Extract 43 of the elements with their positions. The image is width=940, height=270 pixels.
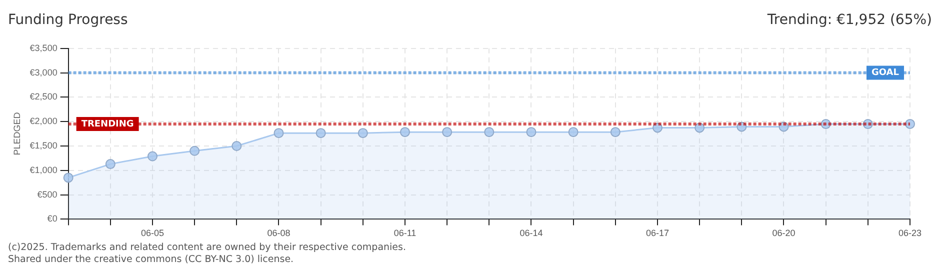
- text: (c)2025. Trademarks and related content are owned by their respective companies.: [8, 242, 407, 254]
- x-tick-label: 06-05: [140, 228, 164, 238]
- y-tick-label: €3,500: [30, 42, 58, 53]
- point: [358, 128, 368, 138]
- x-tick-label: 06-17: [646, 228, 670, 238]
- ref-line-label: GOAL: [872, 68, 900, 78]
- point: [568, 127, 578, 138]
- point: [400, 127, 410, 138]
- point: [442, 127, 452, 138]
- x-tick-label: 06-11: [394, 228, 416, 238]
- point: [105, 159, 116, 170]
- x-tick-label: 06-20: [772, 228, 796, 238]
- y-tick-label: €1,000: [30, 164, 58, 175]
- y-tick-label: €0: [47, 214, 58, 224]
- point: [526, 127, 536, 138]
- x-tick-label: 06-08: [267, 228, 290, 238]
- point: [905, 118, 915, 129]
- point: [736, 122, 747, 132]
- point: [232, 141, 242, 151]
- point: [610, 127, 620, 138]
- y-tick-label: €2,000: [30, 116, 58, 126]
- point: [484, 127, 494, 138]
- point: [652, 122, 662, 133]
- ref-line-label: TRENDING: [81, 119, 134, 130]
- point: [778, 122, 789, 132]
- point: [63, 172, 74, 183]
- y-axis-title: PLEDGED: [12, 112, 22, 156]
- y-tick-label: €1,500: [30, 140, 58, 150]
- point: [190, 146, 200, 156]
- point: [316, 128, 326, 138]
- y-tick-label: €3,000: [30, 67, 58, 78]
- point: [147, 151, 158, 162]
- point: [274, 128, 284, 138]
- point: [694, 122, 705, 133]
- x-tick-label: 06-23: [898, 228, 922, 238]
- point: [862, 119, 873, 130]
- chart-subtitle: Trending: €1,952 (65%): [767, 12, 932, 28]
- y-tick-label: €500: [37, 189, 58, 200]
- y-tick-label: €2,500: [30, 92, 58, 102]
- x-tick-label: 06-14: [520, 228, 543, 238]
- text: Shared under the creative commons (CC BY-NC 3.0) license.: [8, 254, 295, 266]
- point: [820, 119, 831, 130]
- chart-title: Funding Progress: [8, 12, 128, 28]
